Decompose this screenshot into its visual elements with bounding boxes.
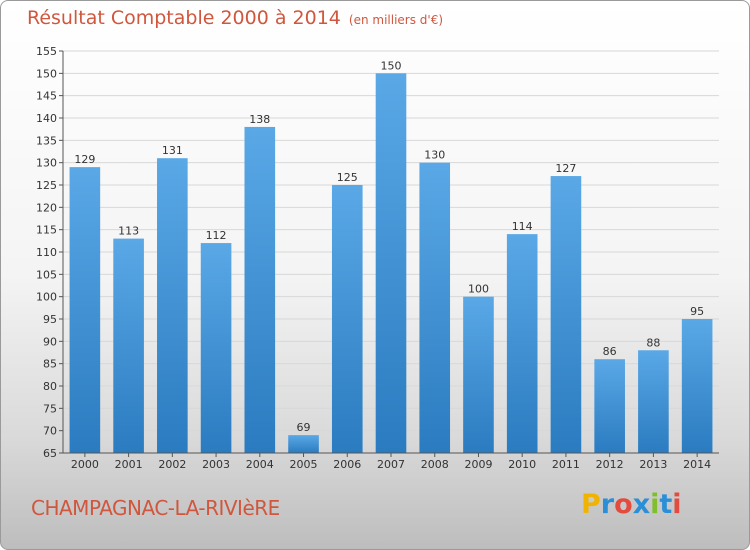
x-tick-label: 2003 (202, 458, 230, 471)
bar-2001 (113, 238, 144, 453)
x-tick-label: 2001 (115, 458, 143, 471)
logo-letter: i (672, 489, 682, 520)
data-label-2005: 69 (297, 421, 311, 434)
y-tick-label: 110 (36, 246, 57, 259)
x-tick-label: 2014 (683, 458, 711, 471)
bar-2009 (463, 296, 494, 453)
data-label-2001: 113 (118, 225, 139, 238)
logo-letter: t (659, 489, 673, 520)
data-label-2009: 100 (468, 283, 489, 296)
data-label-2004: 138 (249, 113, 270, 126)
y-tick-label: 115 (36, 224, 57, 237)
x-tick-label: 2012 (596, 458, 624, 471)
x-tick-label: 2010 (508, 458, 536, 471)
bar-2014 (681, 319, 713, 453)
x-tick-label: 2009 (464, 458, 492, 471)
y-tick-label: 155 (36, 45, 57, 58)
data-label-2010: 114 (512, 220, 533, 233)
commune-name: CHAMPAGNAC-LA-RIVIèRE (31, 496, 280, 520)
proxiti-logo: Proxiti (581, 489, 682, 520)
chart-title: Résultat Comptable 2000 à 2014 (en millie… (27, 7, 443, 29)
bar-2003 (200, 243, 232, 453)
bar-2004 (244, 126, 276, 453)
y-tick-label: 125 (36, 179, 57, 192)
y-tick-label: 75 (43, 402, 57, 415)
x-tick-label: 2000 (71, 458, 99, 471)
bar-2005 (288, 435, 319, 453)
bar-layer (69, 73, 713, 454)
bar-2002 (157, 158, 188, 453)
y-tick-label: 65 (43, 447, 57, 460)
logo-letter: i (650, 489, 660, 520)
y-tick-label: 130 (36, 157, 57, 170)
data-label-2012: 86 (603, 345, 617, 358)
x-tick-label: 2008 (421, 458, 449, 471)
y-tick-label: 140 (36, 112, 57, 125)
x-tick-label: 2002 (158, 458, 186, 471)
x-tick-label: 2013 (639, 458, 667, 471)
x-tick-label: 2007 (377, 458, 405, 471)
bar-2010 (506, 234, 538, 453)
bar-2011 (550, 176, 582, 454)
bar-2008 (419, 162, 451, 453)
bar-2007 (375, 73, 407, 453)
y-tick-label: 150 (36, 67, 57, 80)
y-tick-label: 135 (36, 134, 57, 147)
chart-subtitle: (en milliers d'€) (348, 13, 444, 27)
y-tick-label: 90 (43, 335, 57, 348)
x-tick-label: 2005 (290, 458, 318, 471)
y-tick-label: 100 (36, 291, 57, 304)
data-label-2013: 88 (646, 336, 660, 349)
logo-letter: o (614, 489, 633, 520)
bar-2006 (331, 185, 363, 453)
chart-title-text: Résultat Comptable 2000 à 2014 (27, 7, 341, 29)
y-tick-label: 85 (43, 358, 57, 371)
y-tick-label: 145 (36, 90, 57, 103)
y-tick-label: 70 (43, 425, 57, 438)
x-tick-label: 2011 (552, 458, 580, 471)
data-label-2003: 112 (206, 229, 227, 242)
x-tick-label: 2006 (333, 458, 361, 471)
logo-letter: x (632, 489, 651, 520)
logo-letter: P (581, 489, 601, 520)
data-label-2008: 130 (424, 149, 445, 162)
bar-2000 (69, 167, 101, 453)
data-label-2002: 131 (162, 144, 183, 157)
data-label-2006: 125 (337, 171, 358, 184)
logo-letter: r (600, 489, 615, 520)
data-label-2007: 150 (381, 59, 402, 72)
x-tick-label: 2004 (246, 458, 274, 471)
data-label-2014: 95 (690, 305, 704, 318)
bar-2012 (594, 359, 625, 453)
y-tick-label: 120 (36, 201, 57, 214)
bar-2013 (638, 350, 669, 453)
y-tick-label: 105 (36, 268, 57, 281)
y-tick-label: 95 (43, 313, 57, 326)
data-label-2011: 127 (555, 162, 576, 175)
axis-layer (59, 50, 719, 457)
y-tick-label: 80 (43, 380, 57, 393)
data-label-2000: 129 (74, 153, 95, 166)
label-layer: 65 70 75 80 85 90 95 100 105 110 115 120 125 130 135 14… (36, 45, 711, 471)
